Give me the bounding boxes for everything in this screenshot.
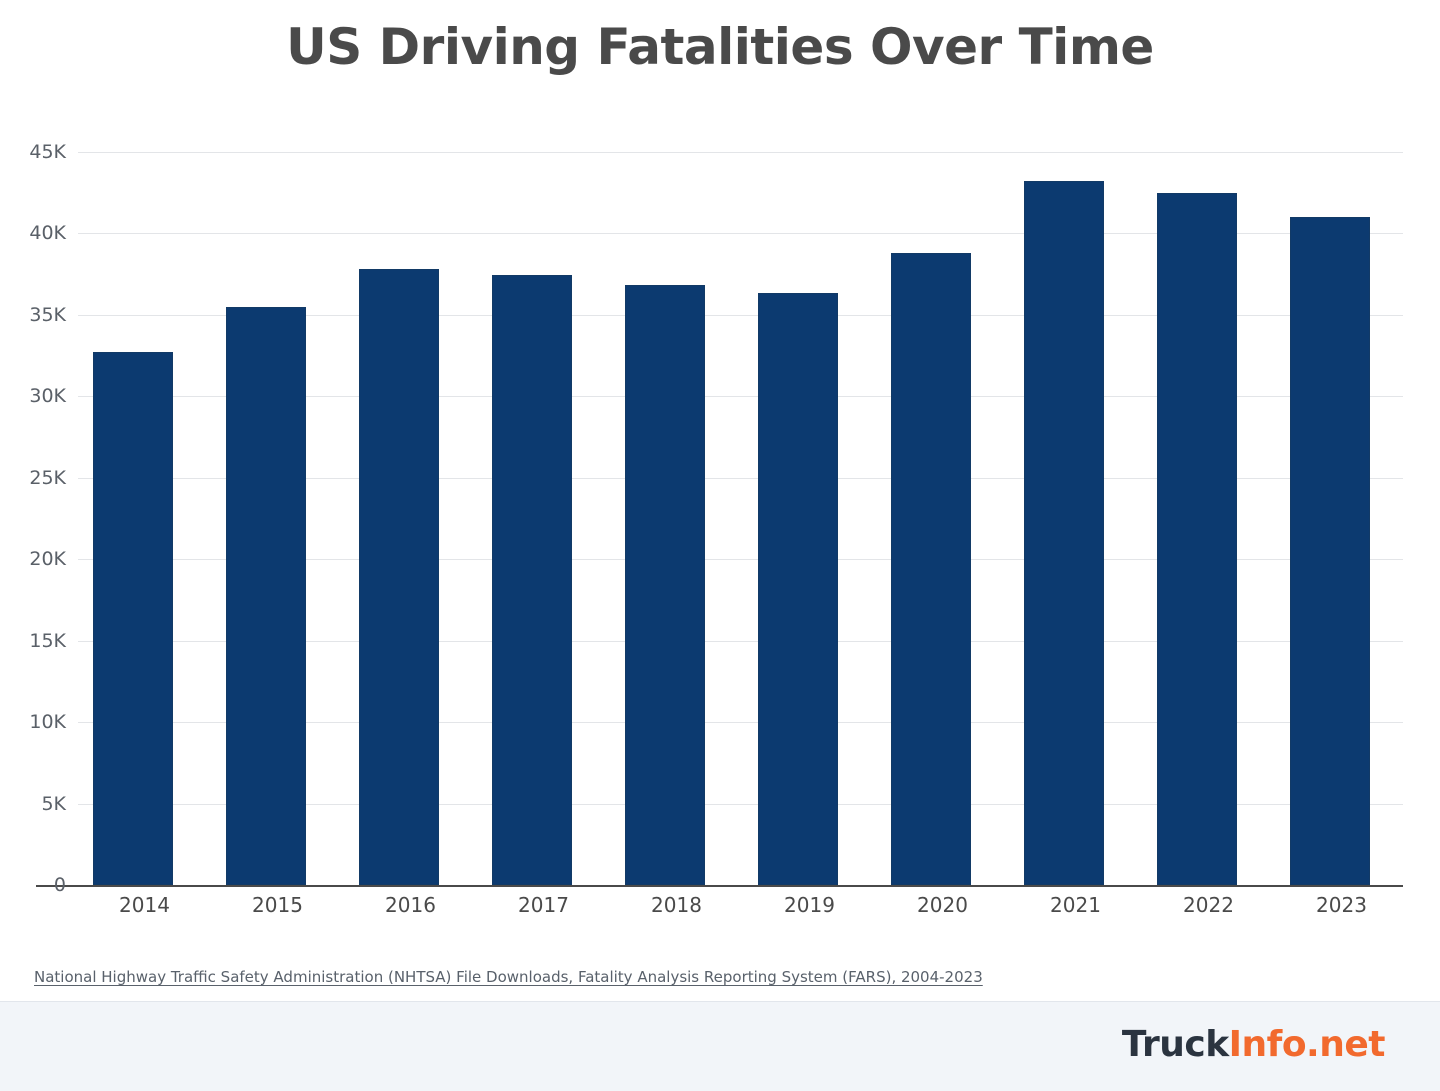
x-axis-tick-label: 2022: [1183, 893, 1234, 917]
y-axis-tick-label: 25K: [29, 466, 66, 489]
gridline: [78, 233, 1403, 235]
y-axis-tick-label: 40K: [29, 222, 66, 245]
brand-logo[interactable]: TruckInfo.net: [1121, 1024, 1386, 1065]
bar[interactable]: [359, 269, 439, 885]
bar[interactable]: [492, 274, 572, 885]
bar-group: [1275, 145, 1408, 885]
bar[interactable]: [1024, 180, 1104, 885]
y-axis-tick-label: 10K: [29, 711, 66, 734]
gridline: [78, 640, 1403, 642]
gridline: [78, 803, 1403, 805]
bar[interactable]: [1290, 217, 1370, 885]
bar-group: [610, 145, 743, 885]
bar-group: [78, 145, 211, 885]
y-axis-tick-label: 35K: [29, 303, 66, 326]
x-axis-tick-label: 2018: [651, 893, 702, 917]
y-axis-tick-label: 0: [53, 874, 66, 896]
y-axis-tick-label: 20K: [29, 548, 66, 571]
bar[interactable]: [891, 252, 971, 885]
x-axis-tick-label: 2017: [518, 893, 569, 917]
x-axis-tick-label: 2020: [917, 893, 968, 917]
x-axis-tick-label: 2021: [1050, 893, 1101, 917]
brand-logo-primary: Truck: [1121, 1024, 1229, 1065]
bar[interactable]: [1157, 192, 1237, 885]
x-axis-tick-label: 2023: [1316, 893, 1367, 917]
axis-baseline: [36, 885, 1403, 887]
bar[interactable]: [625, 285, 705, 885]
y-axis-tick-label: 15K: [29, 629, 66, 652]
gridline: [78, 722, 1403, 724]
brand-logo-accent: Info.net: [1228, 1024, 1386, 1065]
x-axis-tick-label: 2015: [252, 893, 303, 917]
y-axis-tick-label: 30K: [29, 385, 66, 408]
gridline: [78, 559, 1403, 561]
x-axis-tick-label: 2016: [385, 893, 436, 917]
y-axis-tick-label: 5K: [41, 792, 66, 815]
bar-group: [1009, 145, 1142, 885]
bar-series: [78, 145, 1403, 893]
bar-group: [344, 145, 477, 885]
gridline: [78, 396, 1403, 398]
plot-area: 0 5K 10K 15K 20K 25K 30K 35K 40K 45K 2014 2015 2016…: [29, 141, 1403, 917]
gridline: [78, 152, 1403, 153]
bar-group: [477, 145, 610, 885]
footer-bar: TruckInfo.net: [0, 1001, 1440, 1091]
page-title: US Driving Fatalities Over Time: [286, 18, 1154, 76]
gridline: [78, 314, 1403, 316]
bar-group: [743, 145, 876, 885]
y-axis-tick-label: 45K: [29, 141, 66, 163]
bar[interactable]: [226, 307, 306, 885]
bar[interactable]: [758, 292, 838, 885]
bar[interactable]: [93, 351, 173, 885]
bar-group: [876, 145, 1009, 885]
source-note-link[interactable]: National Highway Traffic Safety Administ…: [34, 968, 983, 986]
bar-group: [1142, 145, 1275, 885]
x-axis-tick-label: 2019: [784, 893, 835, 917]
bar-group: [211, 145, 344, 885]
gridline: [78, 477, 1403, 479]
x-axis-tick-label: 2014: [119, 893, 170, 917]
